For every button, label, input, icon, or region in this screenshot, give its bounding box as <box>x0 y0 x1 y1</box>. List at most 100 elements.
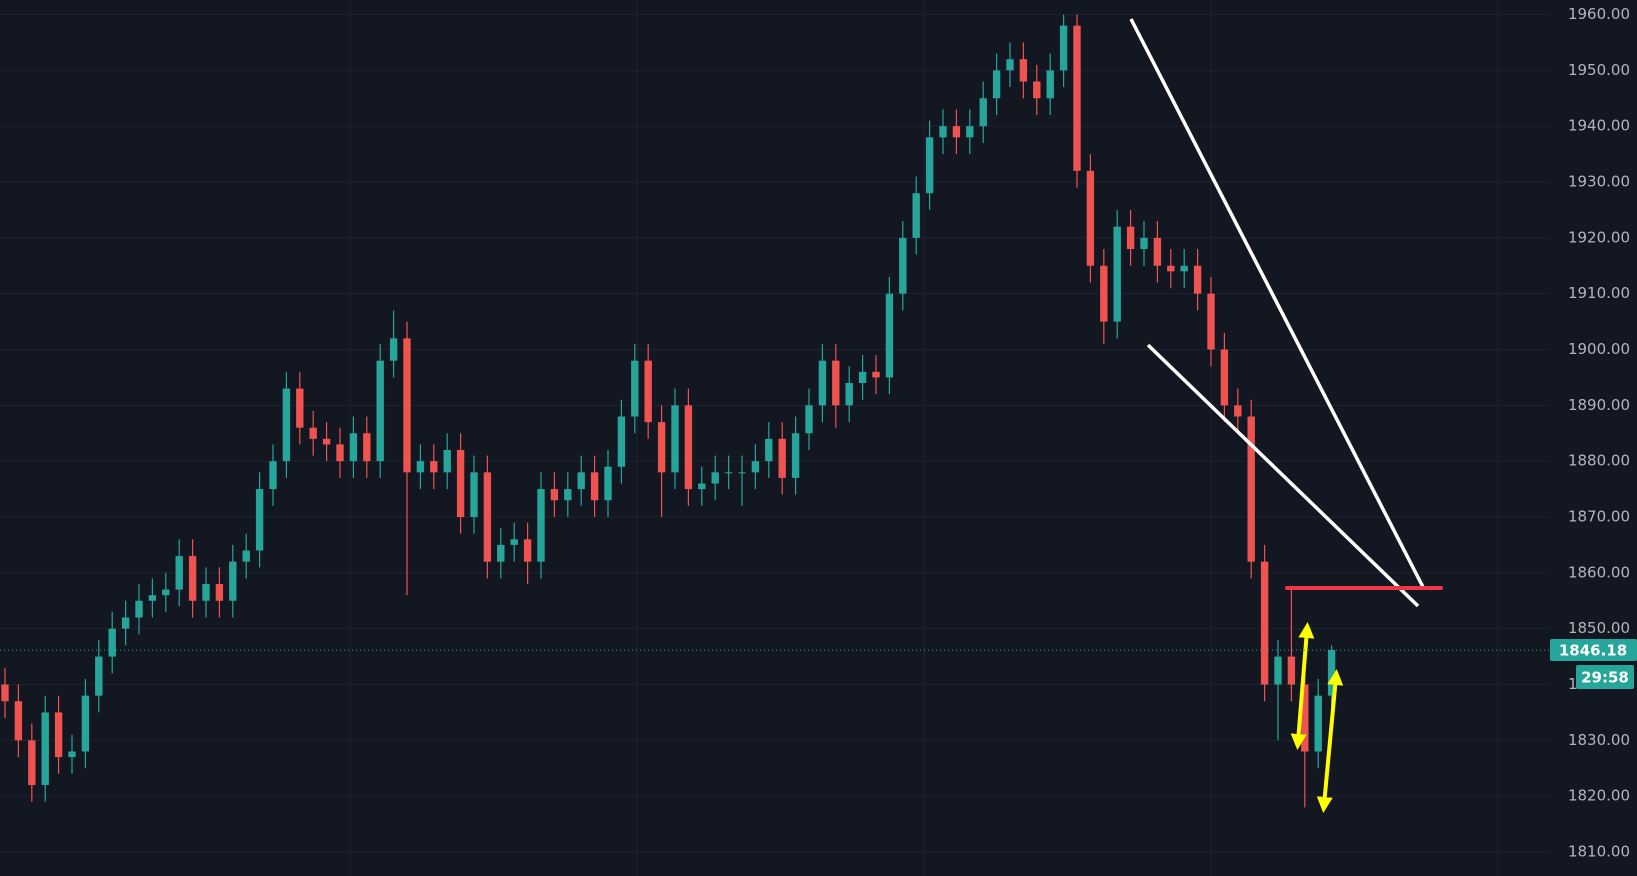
candle-body <box>162 589 170 596</box>
candle-body <box>577 472 585 490</box>
candle-body <box>1006 59 1014 71</box>
candle-body <box>403 338 411 473</box>
candle-body <box>1126 226 1135 250</box>
candle-body <box>885 293 894 378</box>
candle-body <box>483 472 492 562</box>
candle-body <box>1207 293 1215 350</box>
candle-body <box>188 556 197 601</box>
candle-body <box>1260 561 1269 685</box>
candle-body <box>443 450 451 473</box>
candle-body <box>322 438 331 445</box>
candle-body <box>470 472 478 518</box>
candle-body <box>54 712 63 758</box>
candle-body <box>805 405 813 434</box>
candle-body <box>1234 405 1242 417</box>
candle-body <box>1180 265 1188 272</box>
y-tick-label: 1950.00 <box>1568 61 1630 79</box>
candle-body <box>215 584 224 601</box>
y-tick-label: 1940.00 <box>1568 117 1630 135</box>
candle-body <box>41 712 49 785</box>
candle-body <box>121 617 130 629</box>
y-tick-label: 1930.00 <box>1568 173 1630 191</box>
countdown-box <box>1576 664 1634 689</box>
arrow <box>1290 622 1315 750</box>
candle-body <box>242 550 250 562</box>
arrow <box>1316 669 1344 813</box>
candle-body <box>631 360 639 417</box>
candle-body <box>845 383 853 406</box>
candle-body <box>564 489 572 501</box>
candle-body <box>979 98 987 127</box>
candle-body <box>872 371 880 378</box>
candle-body <box>818 360 827 406</box>
candle-body <box>416 461 425 473</box>
candle-body <box>778 438 786 478</box>
candle-body <box>1113 226 1121 322</box>
candle-body <box>1140 237 1148 250</box>
candle-body <box>28 740 36 785</box>
y-tick-label: 1870.00 <box>1568 508 1630 526</box>
candle-body <box>698 483 706 490</box>
candle-body <box>14 701 23 741</box>
candle-body <box>711 472 719 484</box>
candle-body <box>135 600 143 618</box>
candle-body <box>1019 59 1028 82</box>
candle-body <box>858 371 867 384</box>
candle-body <box>81 695 90 752</box>
y-tick-label: 1860.00 <box>1568 563 1630 581</box>
candle-body <box>202 584 210 601</box>
candle-body <box>684 405 693 490</box>
candle-body <box>523 539 532 562</box>
candle-body <box>175 556 183 590</box>
candle-body <box>1247 416 1255 562</box>
candle-body <box>1059 25 1068 71</box>
candle-body <box>1 684 9 702</box>
candle-body <box>1167 265 1175 272</box>
candle-body <box>738 472 746 474</box>
candle-body <box>617 416 626 467</box>
y-tick-label: 1910.00 <box>1568 284 1630 302</box>
candle-body <box>95 656 103 696</box>
y-tick-label: 1820.00 <box>1568 787 1630 805</box>
candle-body <box>282 388 291 462</box>
candle-body <box>952 126 961 138</box>
candle-body <box>349 433 358 462</box>
candle-body <box>1086 170 1095 266</box>
candle-body <box>269 461 277 490</box>
candle-body <box>1033 81 1041 99</box>
candle-body <box>899 237 907 294</box>
candle-body <box>657 422 666 473</box>
candle-body <box>791 433 800 478</box>
countdown-label: 29:58 <box>1581 668 1629 686</box>
candle-body <box>255 489 264 551</box>
y-tick-label: 1900.00 <box>1568 340 1630 358</box>
candle-body <box>925 137 934 194</box>
candle-body <box>363 433 371 462</box>
y-tick-label: 1960.00 <box>1568 5 1630 23</box>
candle-body <box>590 472 599 501</box>
candle-body <box>939 126 947 138</box>
candle-body <box>296 388 304 428</box>
candle-body <box>1100 265 1108 322</box>
candle-body <box>336 444 344 462</box>
y-tick-label: 1810.00 <box>1568 842 1630 860</box>
candle-body <box>912 193 920 238</box>
candle-body <box>1314 695 1322 752</box>
price-axis: 1810.001820.001830.001840.001850.001860.… <box>1568 5 1630 860</box>
candle-body <box>1073 25 1081 171</box>
candle-body <box>1220 349 1229 406</box>
candle-body <box>229 561 237 601</box>
candle-body <box>992 70 1001 99</box>
candle-body <box>604 466 612 501</box>
y-tick-label: 1880.00 <box>1568 452 1630 470</box>
candle-body <box>1153 237 1162 266</box>
time-grid <box>349 0 1499 876</box>
candle-body <box>497 544 505 562</box>
y-tick-label: 1890.00 <box>1568 396 1630 414</box>
candle-body <box>537 489 545 562</box>
y-tick-label: 1920.00 <box>1568 228 1630 246</box>
drawings <box>1129 18 1443 813</box>
candles <box>1 14 1336 808</box>
candle-body <box>510 539 518 545</box>
